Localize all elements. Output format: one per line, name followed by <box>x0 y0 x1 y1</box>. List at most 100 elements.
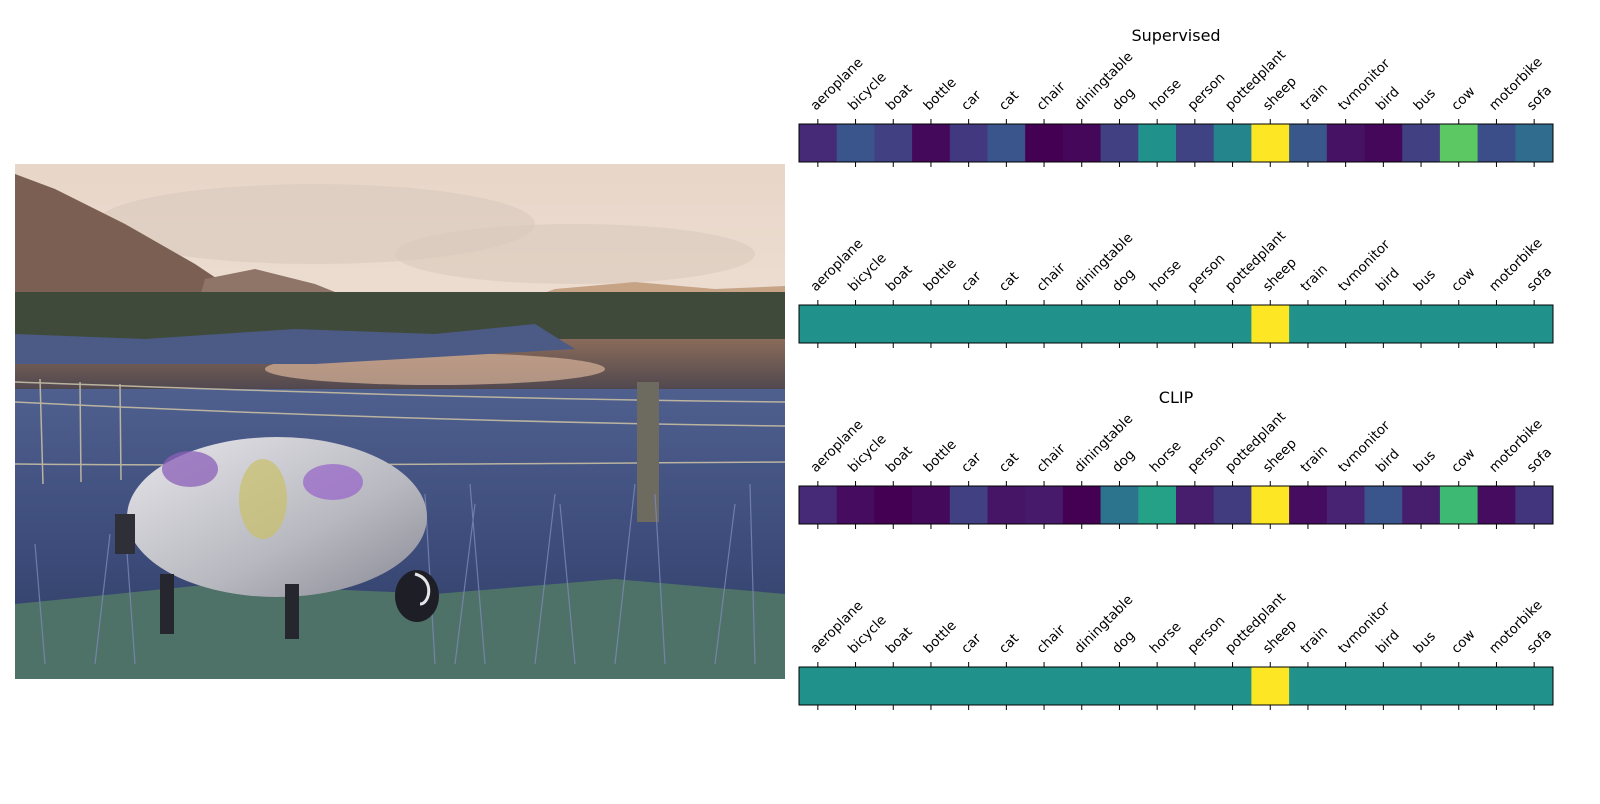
heatmap-cell-pottedplant <box>1213 486 1252 524</box>
heatmap-cell-boat <box>874 305 913 343</box>
tick-label-bird: bird <box>1373 627 1403 657</box>
sheep-head <box>395 570 439 622</box>
tick-label-chair: chair <box>1034 621 1069 656</box>
heatmap-cell-bus <box>1402 486 1441 524</box>
tick-label-car: car <box>958 449 985 476</box>
heatmap-cell-sofa <box>1515 305 1554 343</box>
heatmap-cell-sheep <box>1251 486 1290 524</box>
heatmap-cell-diningtable <box>1062 305 1101 343</box>
tick-label-chair: chair <box>1034 440 1069 475</box>
tick-label-cat: cat <box>996 631 1022 657</box>
heatmap-cell-aeroplane <box>799 124 838 162</box>
tick-label-boat: boat <box>883 262 916 295</box>
heatmap-frame <box>798 123 1554 163</box>
heatmap-cell-sofa <box>1515 486 1554 524</box>
tick-label-train: train <box>1297 261 1331 295</box>
heatmap-cell-bus <box>1402 667 1441 705</box>
heatmap-cell-bicycle <box>836 667 875 705</box>
heatmap-cell-dog <box>1100 124 1139 162</box>
heatmap-cell-dog <box>1100 486 1139 524</box>
tick-label-sofa: sofa <box>1524 82 1555 113</box>
heatmap-cell-person <box>1176 305 1215 343</box>
tick-label-dog: dog <box>1109 85 1138 114</box>
heatmap-cell-tvmonitor <box>1326 486 1365 524</box>
heatmap-cell-horse <box>1138 124 1177 162</box>
tick-label-bottle: bottle <box>920 618 959 657</box>
heatmap-cell-bird <box>1364 305 1403 343</box>
tick-label-train: train <box>1297 442 1331 476</box>
heatmap-cell-cat <box>987 486 1026 524</box>
heatmap-cell-dog <box>1100 667 1139 705</box>
heatmap-cell-bird <box>1364 124 1403 162</box>
heatmap-title: Supervised <box>1131 26 1220 45</box>
tick-label-chair: chair <box>1034 78 1069 113</box>
heatmap-cell-motorbike <box>1477 305 1516 343</box>
tick-label-horse: horse <box>1147 438 1185 476</box>
heatmap-cell-person <box>1176 486 1215 524</box>
sheep-purple-mark <box>303 464 363 500</box>
heatmap-cell-train <box>1289 124 1328 162</box>
tick-label-cat: cat <box>996 88 1022 114</box>
heatmap-cell-sheep <box>1251 667 1290 705</box>
tick-label-bird: bird <box>1373 84 1403 114</box>
tick-label-cow: cow <box>1448 446 1478 476</box>
heatmap-cell-pottedplant <box>1213 305 1252 343</box>
heatmap-cell-car <box>949 486 988 524</box>
heatmap-cell-cat <box>987 124 1026 162</box>
heatmap-cell-bottle <box>912 305 951 343</box>
heatmap-cell-train <box>1289 667 1328 705</box>
heatmap-cell-sofa <box>1515 124 1554 162</box>
heatmap-cell-chair <box>1025 667 1064 705</box>
heatmap-cell-bus <box>1402 124 1441 162</box>
tick-label-bottle: bottle <box>920 75 959 114</box>
sheep-photo-illustration <box>15 164 785 679</box>
heatmap-cell-bicycle <box>836 486 875 524</box>
tick-label-dog: dog <box>1109 447 1138 476</box>
tick-label-person: person <box>1184 251 1228 295</box>
heatmap-charts: Supervised aeroplane bicycle boat bottle car c… <box>780 0 1600 800</box>
tick-label-dog: dog <box>1109 266 1138 295</box>
heatmap-cell-cat <box>987 667 1026 705</box>
heatmap-cell-tvmonitor <box>1326 124 1365 162</box>
tick-label-bus: bus <box>1411 85 1439 113</box>
tick-label-bird: bird <box>1373 446 1403 476</box>
tick-label-sofa: sofa <box>1524 263 1555 294</box>
sheep-leg <box>285 584 299 639</box>
fence-post <box>637 382 659 522</box>
tick-label-boat: boat <box>883 624 916 657</box>
tick-label-horse: horse <box>1147 76 1185 114</box>
tick-label-dog: dog <box>1109 628 1138 657</box>
tick-label-car: car <box>958 268 985 295</box>
heatmap-cell-tvmonitor <box>1326 667 1365 705</box>
heatmap-title: CLIP <box>1159 388 1194 407</box>
heatmap-cell-diningtable <box>1062 124 1101 162</box>
tick-label-cat: cat <box>996 269 1022 295</box>
heatmap-cell-dog <box>1100 305 1139 343</box>
heatmap-cell-cat <box>987 305 1026 343</box>
heatmap-cell-cow <box>1439 667 1478 705</box>
tick-label-horse: horse <box>1147 619 1185 657</box>
sheep-tail <box>115 514 135 554</box>
heatmap-cell-bottle <box>912 486 951 524</box>
heatmap-frame <box>798 666 1554 706</box>
tick-label-person: person <box>1184 613 1228 657</box>
sheep-purple-mark <box>162 451 218 487</box>
heatmap-cell-diningtable <box>1062 486 1101 524</box>
heatmap-cell-bicycle <box>836 124 875 162</box>
heatmap-cell-bottle <box>912 667 951 705</box>
tick-label-horse: horse <box>1147 257 1185 295</box>
tick-label-chair: chair <box>1034 259 1069 294</box>
heatmap-cell-chair <box>1025 124 1064 162</box>
tick-label-cow: cow <box>1448 627 1478 657</box>
tick-label-train: train <box>1297 623 1331 657</box>
heatmap-cell-boat <box>874 486 913 524</box>
heatmap-cell-train <box>1289 486 1328 524</box>
heatmap-cell-motorbike <box>1477 667 1516 705</box>
heatmap-cell-sofa <box>1515 667 1554 705</box>
heatmap-cell-motorbike <box>1477 124 1516 162</box>
heatmap-cell-bird <box>1364 486 1403 524</box>
tick-label-bottle: bottle <box>920 437 959 476</box>
